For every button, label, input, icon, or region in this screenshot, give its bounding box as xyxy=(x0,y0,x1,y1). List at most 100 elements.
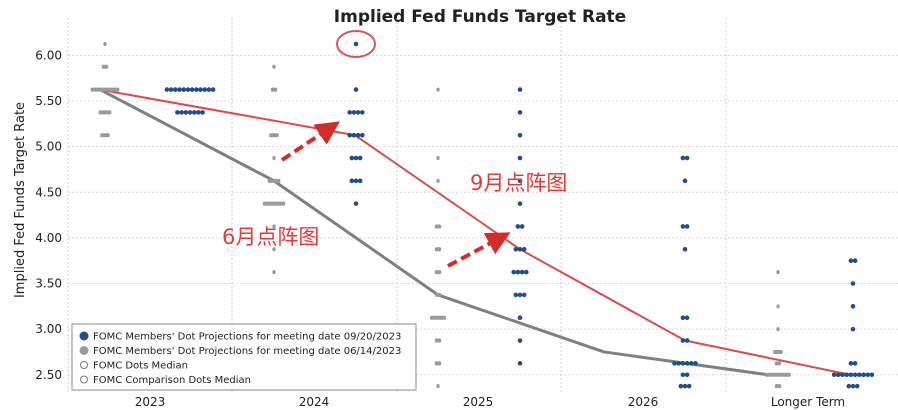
dot-jun xyxy=(436,178,440,183)
dot-jun xyxy=(90,87,120,92)
dot-sep xyxy=(175,110,180,115)
dot-sep xyxy=(682,246,688,252)
dot-sep xyxy=(360,110,365,115)
dot-sep xyxy=(846,383,852,389)
dot-sep xyxy=(191,110,197,115)
dot-sep xyxy=(353,41,359,47)
dot-jun xyxy=(434,338,442,343)
y-tick-label: 2.50 xyxy=(35,368,62,382)
dot-sep xyxy=(183,110,189,115)
dot-jun xyxy=(272,224,276,229)
dot-sep xyxy=(517,338,523,343)
y-tick-label: 4.50 xyxy=(35,185,62,199)
dot-sep xyxy=(517,87,523,92)
dot-sep xyxy=(185,87,191,92)
dot-jun xyxy=(773,349,783,354)
dot-jun xyxy=(269,133,279,138)
dot-sep xyxy=(684,224,690,229)
dot-sep xyxy=(177,87,182,92)
dot-sep xyxy=(840,372,845,378)
dot-sep xyxy=(194,87,199,92)
arrow-2024 xyxy=(280,121,340,162)
dot-sep xyxy=(353,201,359,206)
dot-sep xyxy=(517,361,523,366)
dot-sep xyxy=(196,110,201,115)
dot-sep xyxy=(844,372,849,378)
dot-sep xyxy=(682,178,688,184)
dot-sep xyxy=(168,87,174,92)
dot-sep xyxy=(524,269,529,275)
dot-sep xyxy=(349,178,355,184)
dot-jun xyxy=(436,156,440,161)
dot-jun xyxy=(267,178,281,183)
highlight-circle xyxy=(336,29,376,58)
dot-sep xyxy=(206,87,212,92)
dot-jun xyxy=(272,247,276,252)
dot-jun xyxy=(434,292,442,297)
legend-box xyxy=(71,323,417,391)
dot-sep xyxy=(347,110,353,115)
y-tick-label: 3.00 xyxy=(35,322,62,336)
dot-sep xyxy=(684,155,690,161)
dot-sep xyxy=(517,292,523,298)
chart-title: Implied Fed Funds Target Rate xyxy=(334,7,626,27)
dot-sep xyxy=(200,110,205,115)
dot-sep xyxy=(517,132,523,138)
dot-sep xyxy=(355,132,361,138)
dot-jun xyxy=(272,270,276,275)
dot-sep xyxy=(857,372,862,378)
dot-sep xyxy=(852,258,858,263)
dot-sep xyxy=(693,361,698,366)
dot-jun xyxy=(774,384,782,389)
dot-sep xyxy=(351,110,357,115)
dot-jun xyxy=(434,247,442,252)
dot-sep xyxy=(357,178,363,184)
x-tick-label: 2023 xyxy=(135,395,166,409)
legend-label: FOMC Dots Median xyxy=(93,361,188,372)
dot-sep xyxy=(836,372,841,378)
dot-sep xyxy=(189,87,195,92)
arrow-2025 xyxy=(447,232,511,268)
dot-sep xyxy=(831,372,837,378)
x-tick-label: 2025 xyxy=(463,395,494,409)
dot-sep xyxy=(678,383,684,389)
dot-jun xyxy=(436,87,440,92)
dot-jun xyxy=(765,372,791,377)
dot-sep xyxy=(517,246,523,252)
dot-sep xyxy=(850,304,856,309)
legend: FOMC Members' Dot Projections for meetin… xyxy=(71,323,417,391)
dot-sep xyxy=(202,87,207,92)
dot-sep xyxy=(360,132,365,138)
dot-jun xyxy=(776,304,780,309)
dot-sep xyxy=(355,110,361,115)
dot-sep xyxy=(515,224,521,229)
dot-sep xyxy=(357,155,363,161)
dot-sep xyxy=(351,132,357,138)
dot-sep xyxy=(680,315,686,321)
dot-sep xyxy=(517,110,523,115)
y-tick-label: 3.50 xyxy=(35,277,62,291)
dot-sep xyxy=(353,178,359,184)
dot-sep xyxy=(210,87,216,92)
legend-marker xyxy=(80,375,88,384)
legend-marker xyxy=(79,346,89,355)
dot-sep xyxy=(684,338,690,343)
dot-sep xyxy=(684,372,690,378)
dot-jun xyxy=(100,133,110,138)
dot-jun xyxy=(776,327,780,332)
dot-sep xyxy=(173,87,178,92)
dot-sep xyxy=(850,326,856,332)
legend-label: FOMC Members' Dot Projections for meetin… xyxy=(93,346,401,357)
y-axis-ticks: 6.00 5.50 5.00 4.50 4.00 3.50 3.00 2.50 xyxy=(35,48,62,381)
dot-sep xyxy=(164,87,170,92)
dot-jun xyxy=(774,361,782,366)
dot-jun xyxy=(272,64,276,69)
x-axis-ticks: 2023 2024 2025 2026 Longer Term xyxy=(135,395,845,409)
dot-sep xyxy=(848,258,854,263)
y-tick-label: 4.00 xyxy=(35,231,62,245)
dot-sep xyxy=(513,292,519,298)
dot-sep xyxy=(517,315,523,321)
dot-sep xyxy=(521,292,527,298)
dot-jun xyxy=(98,110,112,115)
